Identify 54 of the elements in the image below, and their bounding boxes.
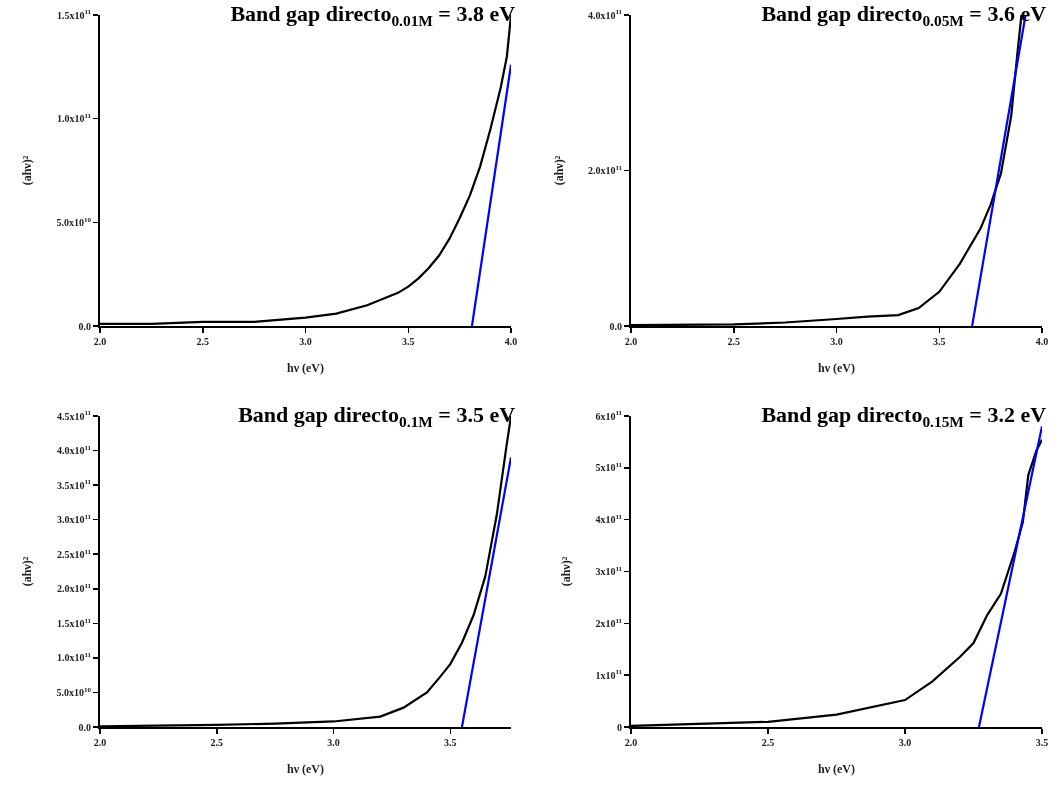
chart-title: Band gap directo$_{0.01M}$ = 3.8 eV xyxy=(230,1,516,30)
x-tick-label: 3.5 xyxy=(444,737,457,748)
x-tick-label: 3.5 xyxy=(402,336,415,347)
x-tick-label: 3.5 xyxy=(1035,737,1049,748)
y-tick-label: 1.5x10$^{11}$ xyxy=(56,8,92,21)
x-tick-label: 2.0 xyxy=(93,336,107,347)
y-tick-label: 4x10$^{11}$ xyxy=(595,512,623,526)
x-tick-label: 2.0 xyxy=(93,737,107,748)
chart-title: Band gap directo$_{0.05M}$ = 3.6 eV xyxy=(761,1,1047,30)
chart-title: Band gap directo$_{0.15M}$ = 3.2 eV xyxy=(761,402,1047,431)
y-axis-title: (ahν)² xyxy=(559,556,574,587)
x-tick-label: 3.0 xyxy=(327,737,340,748)
y-tick-label: 5x10$^{11}$ xyxy=(595,461,623,474)
y-tick-label: 1x10$^{11}$ xyxy=(595,668,623,681)
y-tick-label: 5.0x10$^{10}$ xyxy=(56,685,92,698)
y-tick-label: 4.5x10$^{11}$ xyxy=(56,409,92,422)
x-tick-label: 3.0 xyxy=(299,336,312,347)
x-tick-label: 4.0 xyxy=(1035,336,1049,347)
y-tick-label: 6x10$^{11}$ xyxy=(595,409,623,422)
y-tick-label: 0.0 xyxy=(78,721,91,733)
y-tick-label: 5.0x10$^{10}$ xyxy=(56,215,92,228)
y-tick-label: 0.0 xyxy=(609,320,622,332)
y-axis-title: (ahν)² xyxy=(20,155,35,186)
y-tick-label: 1.5x10$^{11}$ xyxy=(56,616,92,629)
x-tick-label: 3.5 xyxy=(933,336,946,347)
x-tick-label: 2.0 xyxy=(624,737,638,748)
x-tick-label: 2.5 xyxy=(196,336,209,347)
y-tick-label: 3x10$^{11}$ xyxy=(595,564,623,577)
x-tick-label: 4.0 xyxy=(504,336,518,347)
x-axis-title: hν (eV) xyxy=(817,361,856,376)
y-tick-label: 2x10$^{11}$ xyxy=(595,616,623,629)
x-tick-label: 2.5 xyxy=(761,737,775,748)
x-tick-label: 3.0 xyxy=(830,336,843,347)
y-tick-label: 0.0 xyxy=(78,320,91,332)
x-tick-label: 2.0 xyxy=(624,336,638,347)
x-tick-label: 2.5 xyxy=(210,737,224,748)
y-tick-label: 3.5x10$^{11}$ xyxy=(56,478,92,491)
y-tick-label: 1.0x10$^{11}$ xyxy=(56,111,92,125)
y-tick-label: 2.0x10$^{11}$ xyxy=(587,163,623,176)
x-axis-title: hν (eV) xyxy=(286,361,325,376)
y-axis-title: (ahν)² xyxy=(20,556,35,587)
y-tick-label: 4.0x10$^{11}$ xyxy=(56,443,92,457)
y-tick-label: 3.0x10$^{11}$ xyxy=(56,512,92,526)
x-axis-title: hν (eV) xyxy=(286,762,325,777)
y-tick-label: 1.0x10$^{11}$ xyxy=(56,651,92,664)
x-axis-title: hν (eV) xyxy=(817,762,856,777)
y-tick-label: 2.0x10$^{11}$ xyxy=(56,582,92,595)
y-axis-title: (ahν)² xyxy=(551,155,566,186)
y-tick-label: 2.5x10$^{11}$ xyxy=(56,547,92,560)
x-tick-label: 2.5 xyxy=(727,336,740,347)
y-tick-label: 0 xyxy=(617,721,622,733)
y-tick-label: 4.0x10$^{11}$ xyxy=(587,8,623,21)
chart-title: Band gap directo$_{0.1M}$ = 3.5 eV xyxy=(238,402,516,431)
x-tick-label: 3.0 xyxy=(898,737,912,748)
